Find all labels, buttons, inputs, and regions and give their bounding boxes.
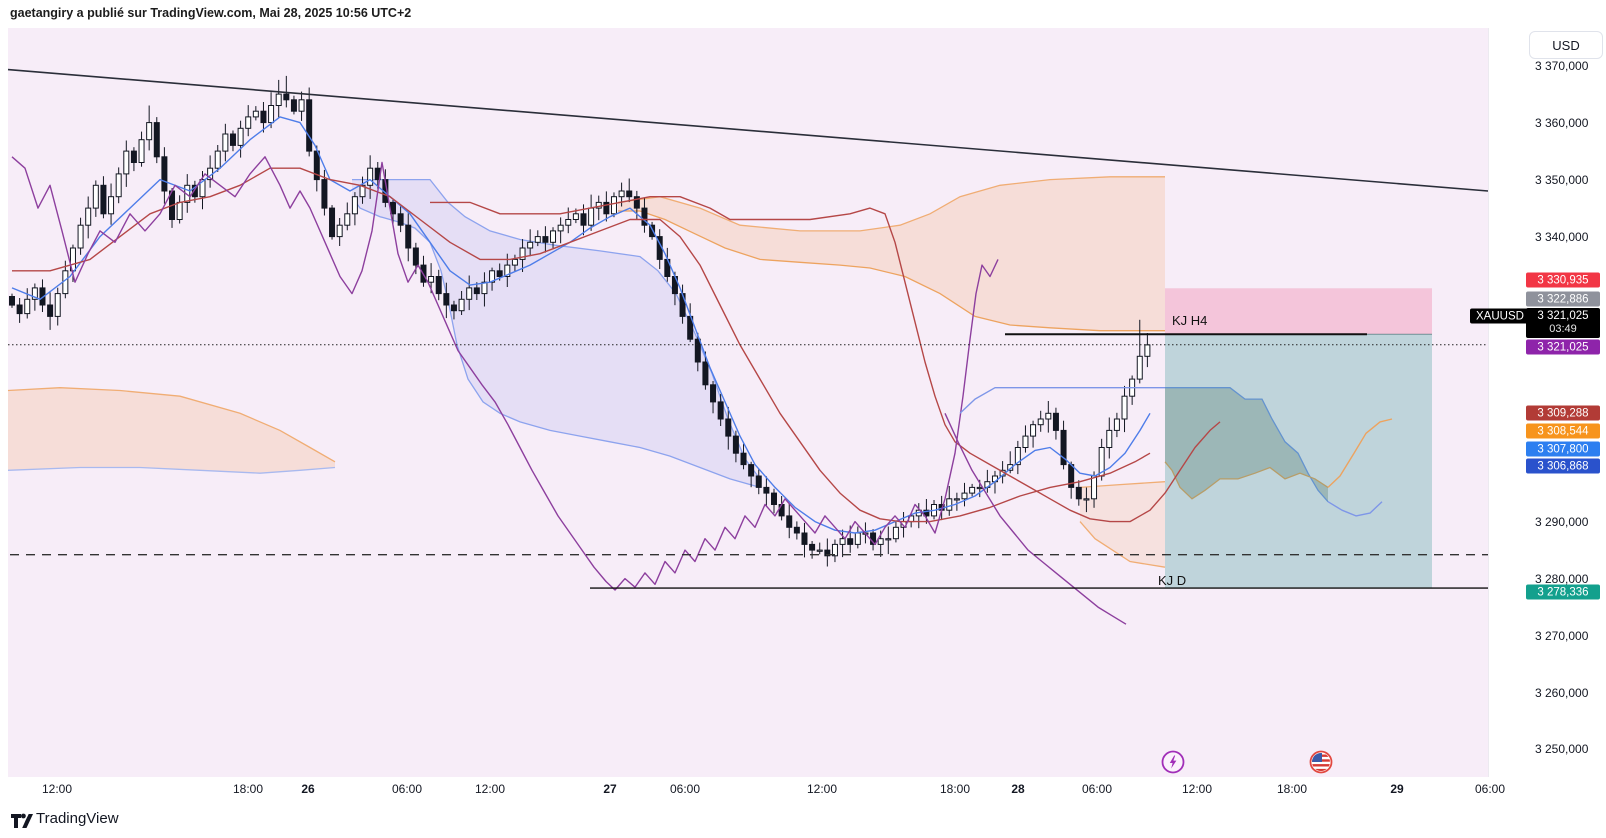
senkou-a-h4 [959,387,1165,414]
kj-h4-label[interactable]: KJ H4 [1172,313,1208,328]
kj-d-label[interactable]: KJ D [1158,573,1187,588]
chikou-h1 [11,156,999,591]
chart-background [8,28,1488,777]
symbol-tag: XAUUSD [1470,308,1530,324]
candles [9,75,1151,567]
line-price-1: 3 309,288 [1526,405,1600,421]
time-tick: 28 [1011,782,1025,796]
price-tick: 3 260,000 [1535,686,1589,700]
time-tick: 06:00 [669,782,701,796]
price-tick: 3 370,000 [1535,59,1589,73]
last-price: 3 321,025 03:49 [1526,308,1600,338]
price-tick: 3 290,000 [1535,515,1589,529]
publish-info: gaetangiry a publié sur TradingView.com,… [10,6,412,20]
descending-trendline[interactable] [7,68,1489,192]
kijun-d-price: 3 278,336 [1526,584,1600,600]
kijun-h4-price: 3 322,886 [1526,291,1600,307]
time-tick: 18:00 [232,782,264,796]
time-tick: 12:00 [1181,782,1213,796]
time-tick: 12:00 [41,782,73,796]
chikou-d [944,413,1127,625]
tradingview-logo-icon [11,813,33,828]
time-tick: 29 [1390,782,1404,796]
publish-header: gaetangiry a publié sur TradingView.com,… [0,0,1606,28]
chikou-price: 3 321,025 [1526,339,1600,355]
price-tick: 3 360,000 [1535,116,1589,130]
footer-bar: TradingView [0,801,1606,838]
price-tick: 3 350,000 [1535,173,1589,187]
tradingview-brand: TradingView [36,810,119,827]
cloud-mid-blue [352,179,760,488]
lightning-icon[interactable] [1160,749,1186,775]
time-tick: 06:00 [1474,782,1506,796]
line-price-4: 3 306,868 [1526,458,1600,474]
time-tick: 12:00 [474,782,506,796]
price-tick: 3 340,000 [1535,230,1589,244]
time-tick: 27 [603,782,617,796]
senkou-b-tail [1327,418,1393,488]
time-tick: 12:00 [806,782,838,796]
kijun-h4 [430,195,1221,523]
line-price-2: 3 308,544 [1526,423,1600,439]
price-tick: 3 280,000 [1535,572,1589,586]
time-tick: 26 [301,782,315,796]
kijun-h1 [12,167,1151,523]
price-tick: 3 270,000 [1535,629,1589,643]
price-tick: 3 250,000 [1535,742,1589,756]
cloud-right-gray [1165,387,1328,502]
countdown: 03:49 [1549,323,1577,335]
currency-toggle-button[interactable]: USD [1529,31,1603,59]
time-tick: 06:00 [391,782,423,796]
cloud-mid-orange [618,176,1165,331]
target-zone[interactable] [1165,334,1432,589]
senkou-a-tail [1327,501,1383,517]
price-scale[interactable]: 3 370,000 3 360,000 3 350,000 3 340,000 3 29… [1470,28,1606,801]
us-flag-icon[interactable] [1308,749,1334,775]
zone-top-price: 3 330,935 [1526,272,1600,288]
cloud-low-right [1080,481,1165,568]
time-tick: 18:00 [1276,782,1308,796]
time-tick: 18:00 [939,782,971,796]
cloud-left [8,387,335,474]
supply-zone[interactable] [1165,288,1432,335]
time-scale[interactable]: 12:00 18:00 26 06:00 12:00 27 06:00 12:00 18:00 2… [0,777,1606,802]
time-tick: 06:00 [1081,782,1113,796]
line-price-3: 3 307,800 [1526,441,1600,457]
